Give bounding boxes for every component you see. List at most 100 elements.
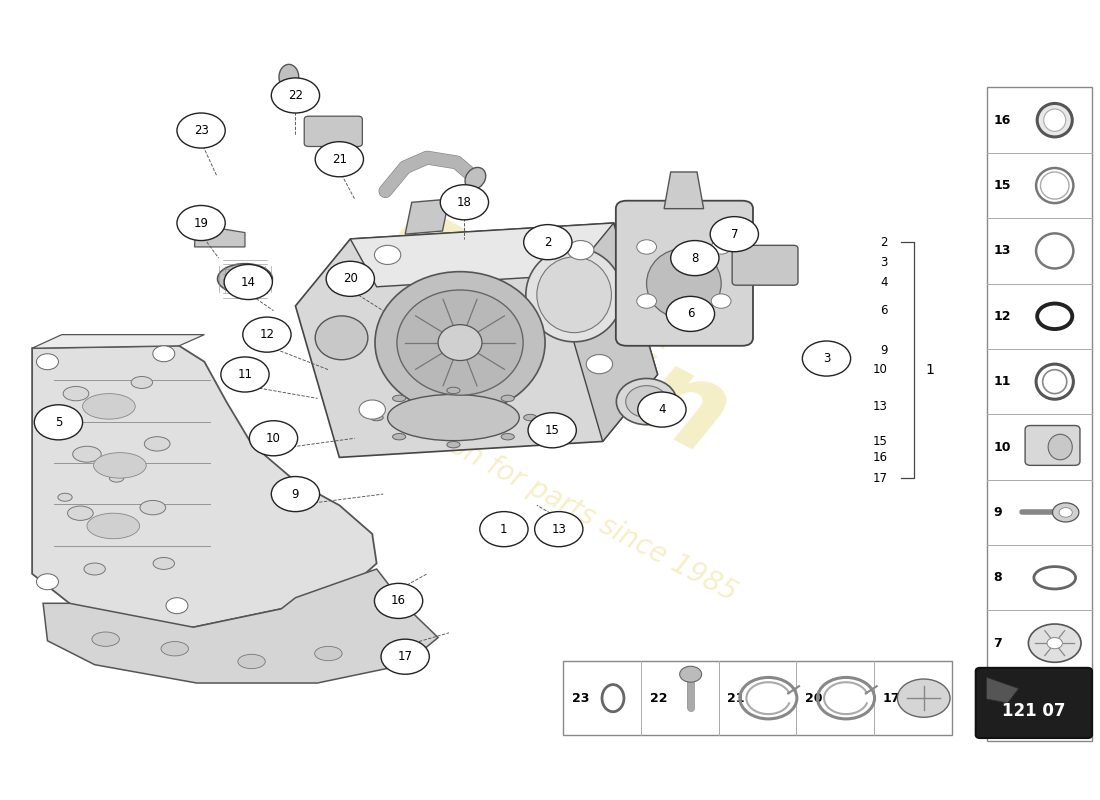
Text: 18: 18 [456,196,472,209]
Ellipse shape [438,325,482,361]
Circle shape [712,240,732,254]
Ellipse shape [393,395,406,402]
Text: 1: 1 [925,362,934,377]
Bar [987,87,1092,742]
FancyBboxPatch shape [616,201,754,346]
Ellipse shape [537,257,612,333]
Circle shape [637,294,657,308]
Polygon shape [32,334,205,348]
Circle shape [671,241,719,276]
Text: 13: 13 [873,400,888,413]
Bar [563,662,952,735]
Ellipse shape [131,377,153,389]
Text: 14: 14 [241,275,256,289]
Ellipse shape [218,264,273,294]
Ellipse shape [279,64,299,90]
Text: 8: 8 [993,571,1002,584]
Circle shape [177,206,225,241]
FancyBboxPatch shape [305,116,362,146]
Circle shape [524,225,572,260]
Polygon shape [350,223,640,286]
Text: 9: 9 [880,344,888,357]
Text: ETKin: ETKin [350,193,750,479]
FancyBboxPatch shape [1025,426,1080,466]
Circle shape [272,477,320,512]
Text: 6: 6 [686,307,694,321]
Text: 5: 5 [55,416,62,429]
Ellipse shape [94,453,146,478]
Text: 10: 10 [873,363,888,376]
Circle shape [898,679,950,718]
Text: 22: 22 [650,692,667,705]
Text: 16: 16 [993,114,1011,126]
Text: 2: 2 [544,236,551,249]
FancyBboxPatch shape [733,246,798,286]
Circle shape [243,317,292,352]
Ellipse shape [161,642,188,656]
Ellipse shape [87,514,140,538]
Circle shape [36,574,58,590]
Ellipse shape [1048,434,1072,460]
Ellipse shape [616,378,676,425]
Text: 3: 3 [881,256,888,270]
Circle shape [440,185,488,220]
Text: 17: 17 [398,650,412,663]
Ellipse shape [63,386,89,401]
Circle shape [374,246,400,265]
Ellipse shape [447,387,460,394]
Text: 12: 12 [993,310,1011,322]
Text: 20: 20 [805,692,823,705]
Text: 15: 15 [544,424,560,437]
Text: 16: 16 [873,451,888,464]
Ellipse shape [58,494,73,502]
Text: 15: 15 [873,435,888,448]
Circle shape [34,405,82,440]
Ellipse shape [73,446,101,462]
Circle shape [221,357,270,392]
Circle shape [680,666,702,682]
Text: 121 07: 121 07 [1002,702,1066,719]
Text: 13: 13 [551,522,566,536]
Ellipse shape [1044,109,1066,131]
Circle shape [637,240,657,254]
Text: 8: 8 [691,251,698,265]
Circle shape [568,241,594,260]
Ellipse shape [67,506,94,520]
Circle shape [1048,699,1075,718]
Ellipse shape [647,249,722,318]
Circle shape [586,354,613,374]
Ellipse shape [1037,103,1072,137]
Circle shape [359,400,385,419]
Polygon shape [32,346,376,627]
Circle shape [177,113,225,148]
Ellipse shape [315,646,342,661]
Ellipse shape [393,434,406,440]
Circle shape [1047,638,1063,649]
Text: 22: 22 [288,89,302,102]
Text: 20: 20 [343,272,358,286]
Text: 21: 21 [332,153,346,166]
Circle shape [327,262,374,296]
Circle shape [802,341,850,376]
Ellipse shape [375,272,546,414]
Text: 2: 2 [880,236,888,249]
Circle shape [250,421,298,456]
Circle shape [667,296,715,331]
Text: 1: 1 [500,522,508,536]
Ellipse shape [370,414,383,421]
Polygon shape [405,199,449,234]
Text: 16: 16 [392,594,406,607]
Text: 15: 15 [993,179,1011,192]
Text: 6: 6 [993,702,1002,715]
Circle shape [272,78,320,113]
Circle shape [638,392,686,427]
Text: 13: 13 [993,245,1011,258]
Circle shape [535,512,583,546]
Text: 4: 4 [880,275,888,289]
Text: 23: 23 [194,124,209,137]
Text: 10: 10 [266,432,280,445]
Text: 11: 11 [238,368,253,381]
Text: 17: 17 [873,472,888,485]
Text: 21: 21 [727,692,745,705]
Ellipse shape [447,442,460,448]
